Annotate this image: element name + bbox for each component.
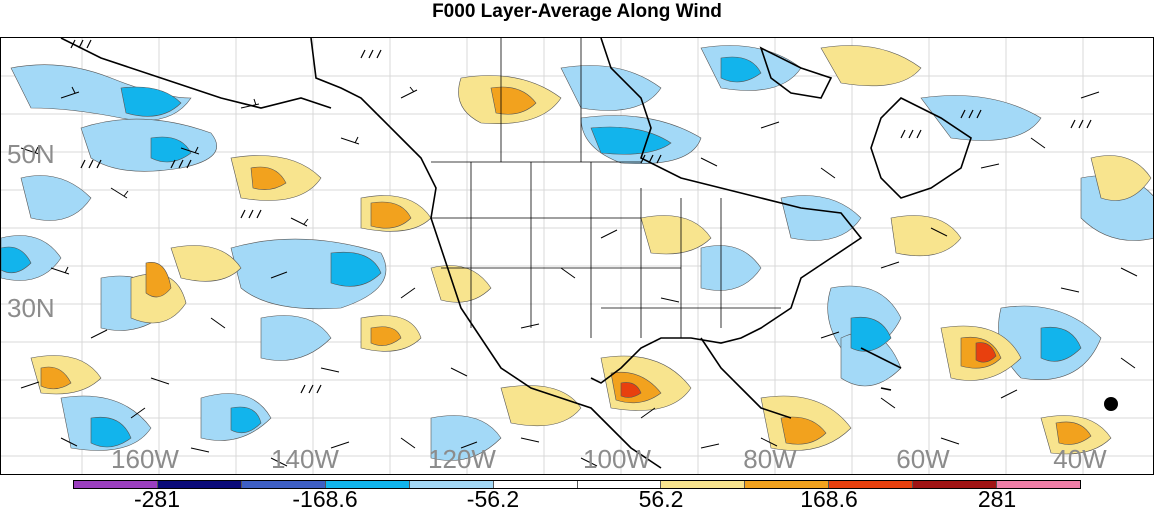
colorbar-swatch: [157, 481, 242, 488]
lon-label-80w: 80W: [743, 444, 797, 474]
lon-label-40w: 40W: [1053, 444, 1107, 474]
coastlines: [60, 38, 972, 469]
colorbar-swatch: [241, 481, 326, 488]
hatched-barbs: [70, 39, 1092, 394]
wind-barbs: [20, 86, 1138, 467]
state-borders: [431, 38, 781, 338]
colorbar-tick-label: 281: [977, 486, 1017, 512]
colorbar-tick-label: 56.2: [638, 486, 684, 512]
colorbar: [73, 480, 1081, 489]
lat-label-30n: 30N: [7, 293, 55, 323]
colorbar-swatch: [325, 481, 410, 488]
lon-label-160w: 160W: [111, 444, 179, 474]
colorbar-tick-label: -56.2: [466, 486, 520, 512]
lon-label-60w: 60W: [896, 444, 950, 474]
colorbar-tick-label: -281: [133, 486, 181, 512]
colorbar-swatch: [997, 481, 1081, 488]
positive-anomaly-areas: [30, 45, 1152, 455]
lon-label-140w: 140W: [271, 444, 339, 474]
map-canvas: [1, 38, 1153, 474]
colorbar-swatch: [745, 481, 830, 488]
map-panel: 50N 30N: [0, 37, 1154, 475]
colorbar-swatch: [913, 481, 998, 488]
colorbar-swatch: [829, 481, 914, 488]
colorbar-swatch: [74, 481, 158, 488]
lon-label-120w: 120W: [428, 444, 496, 474]
colorbar-swatch: [577, 481, 662, 488]
colorbar-tick-label: -168.6: [292, 486, 358, 512]
colorbar-swatch: [409, 481, 494, 488]
map-title: F000 Layer-Average Along Wind: [432, 1, 722, 22]
lat-label-50n: 50N: [7, 139, 55, 169]
colorbar-swatch: [493, 481, 578, 488]
lon-label-100w: 100W: [583, 444, 651, 474]
marker-dot: [1104, 397, 1118, 411]
colorbar-tick-label: 168.6: [800, 486, 858, 512]
colorbar-swatch: [661, 481, 746, 488]
